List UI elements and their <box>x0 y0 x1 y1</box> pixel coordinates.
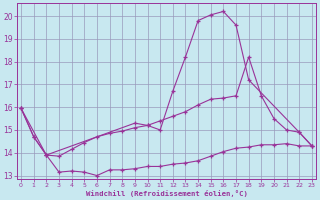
X-axis label: Windchill (Refroidissement éolien,°C): Windchill (Refroidissement éolien,°C) <box>85 190 247 197</box>
